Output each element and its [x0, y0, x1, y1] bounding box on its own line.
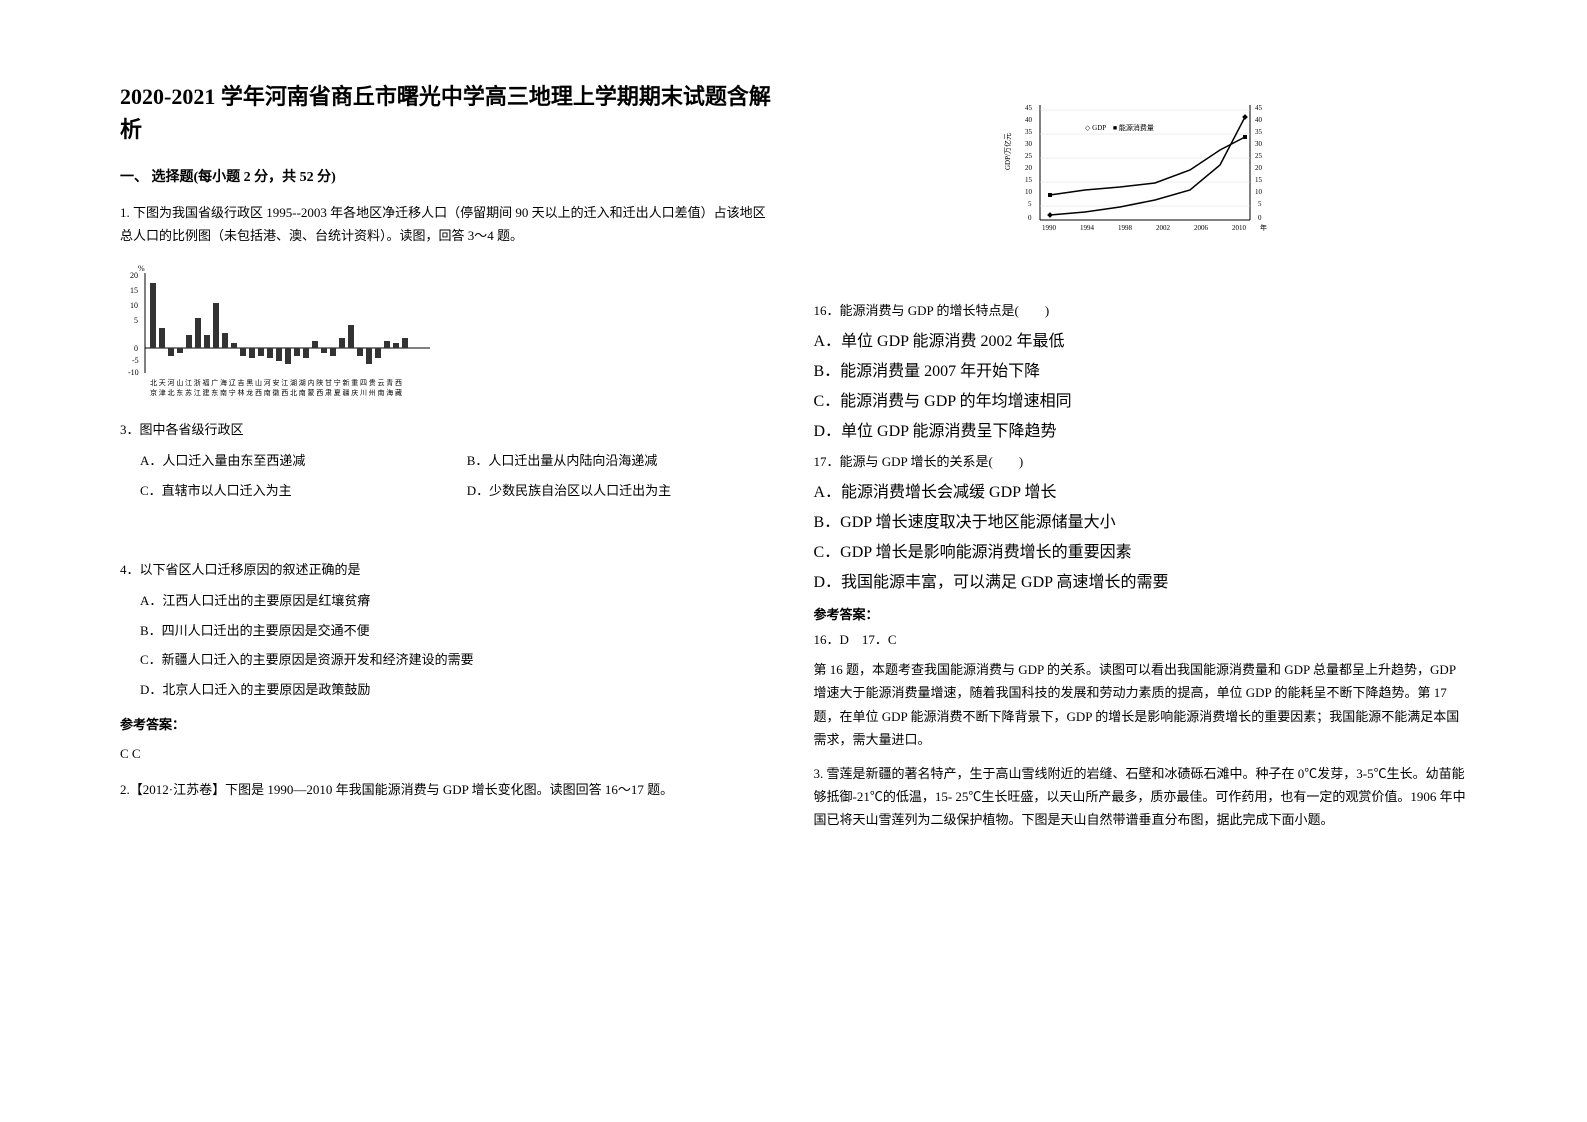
- svg-text:40: 40: [1255, 116, 1263, 124]
- svg-text:45: 45: [1255, 104, 1263, 112]
- answer-label-2: 参考答案：: [814, 604, 1468, 623]
- svg-text:25: 25: [1025, 152, 1033, 160]
- sub-question-3: 3．图中各省级行政区: [120, 418, 774, 441]
- svg-text:年: 年: [1260, 223, 1267, 232]
- option-4c: C．新疆人口迁入的主要原因是资源开发和经济建设的需要: [120, 648, 774, 671]
- svg-text:◇ GDP ■ 能源消费量: ◇ GDP ■ 能源消费量: [1085, 123, 1154, 132]
- option-16d: D．单位 GDP 能源消费呈下降趋势: [814, 417, 1468, 441]
- svg-text:-5: -5: [132, 356, 139, 365]
- svg-text:15: 15: [130, 286, 138, 295]
- section-header: 一、 选择题(每小题 2 分，共 52 分): [120, 166, 774, 186]
- svg-text:1994: 1994: [1080, 224, 1095, 232]
- svg-text:30: 30: [1025, 140, 1033, 148]
- svg-text:0: 0: [1028, 214, 1032, 222]
- option-17b: B．GDP 增长速度取决于地区能源储量大小: [814, 508, 1468, 532]
- svg-text:0: 0: [1258, 214, 1262, 222]
- option-3a: A．人口迁入量由东至西递减: [120, 449, 447, 472]
- option-4b: B．四川人口迁出的主要原因是交通不便: [120, 619, 774, 642]
- svg-text:20: 20: [1025, 164, 1033, 172]
- sub-question-17: 17．能源与 GDP 增长的关系是( ): [814, 451, 1468, 470]
- answer-label-1: 参考答案：: [120, 713, 774, 736]
- options-row-3-2: C．直辖市以人口迁入为主 D．少数民族自治区以人口迁出为主: [120, 479, 774, 502]
- question-2-intro: 2.【2012·江苏卷】下图是 1990—2010 年我国能源消费与 GDP 增…: [120, 778, 774, 801]
- question-2-text: 2.【2012·江苏卷】下图是 1990—2010 年我国能源消费与 GDP 增…: [120, 778, 774, 801]
- chart-1-migration: 20 15 10 5 0 -5 -10 %: [120, 263, 774, 403]
- svg-text:25: 25: [1255, 152, 1263, 160]
- option-3c: C．直辖市以人口迁入为主: [120, 479, 447, 502]
- svg-text:京 津 北 东 苏 江 建 东 南 宁 林 龙 西 南 徽: 京 津 北 东 苏 江 建 东 南 宁 林 龙 西 南 徽 西 北 南 蒙 西 …: [150, 388, 402, 397]
- svg-text:35: 35: [1025, 128, 1033, 136]
- svg-text:10: 10: [1025, 188, 1033, 196]
- svg-text:-10: -10: [128, 368, 139, 377]
- option-4a: A．江西人口迁出的主要原因是红壤贫瘠: [120, 589, 774, 612]
- svg-text:45: 45: [1025, 104, 1033, 112]
- svg-text:0: 0: [134, 344, 138, 353]
- svg-text:1998: 1998: [1118, 224, 1133, 232]
- sub-question-16: 16．能源消费与 GDP 的增长特点是( ): [814, 300, 1468, 319]
- option-16b: B．能源消费量 2007 年开始下降: [814, 357, 1468, 381]
- left-column: 2020-2021 学年河南省商丘市曙光中学高三地理上学期期末试题含解析 一、 …: [100, 80, 794, 1042]
- svg-text:40: 40: [1025, 116, 1033, 124]
- svg-text:10: 10: [1255, 188, 1263, 196]
- option-4d: D．北京人口迁入的主要原因是政策鼓励: [120, 678, 774, 701]
- question-3: 3. 雪莲是新疆的著名特产，生于高山雪线附近的岩缝、石壁和冰碛砾石滩中。种子在 …: [814, 762, 1468, 832]
- answer-1: C C: [120, 742, 774, 765]
- question-1: 1. 下图为我国省级行政区 1995--2003 年各地区净迁移人口（停留期间 …: [120, 201, 774, 766]
- explanation-2: 第 16 题，本题考查我国能源消费与 GDP 的关系。读图可以看出我国能源消费量…: [814, 658, 1468, 752]
- svg-text:35: 35: [1255, 128, 1263, 136]
- option-16c: C．能源消费与 GDP 的年均增速相同: [814, 387, 1468, 411]
- svg-text:20: 20: [1255, 164, 1263, 172]
- sub-question-4: 4．以下省区人口迁移原因的叙述正确的是: [120, 558, 774, 581]
- option-17a: A．能源消费增长会减缓 GDP 增长: [814, 478, 1468, 502]
- svg-text:2006: 2006: [1194, 224, 1209, 232]
- svg-text:30: 30: [1255, 140, 1263, 148]
- chart-2-energy-gdp: 45 40 35 30 25 20 15 10 5 0 45 40 35 30 …: [814, 95, 1468, 245]
- option-3b: B．人口迁出量从内陆向沿海递减: [447, 449, 774, 472]
- svg-text:2002: 2002: [1156, 224, 1171, 232]
- svg-text:5: 5: [1258, 200, 1262, 208]
- svg-text:10: 10: [130, 301, 138, 310]
- svg-text:20: 20: [130, 271, 138, 280]
- document-title: 2020-2021 学年河南省商丘市曙光中学高三地理上学期期末试题含解析: [120, 80, 774, 146]
- svg-text:GDP/万亿元: GDP/万亿元: [1003, 133, 1012, 170]
- svg-text:15: 15: [1255, 176, 1263, 184]
- option-17d: D．我国能源丰富，可以满足 GDP 高速增长的需要: [814, 568, 1468, 592]
- option-3d: D．少数民族自治区以人口迁出为主: [447, 479, 774, 502]
- answer-2: 16．D 17．C: [814, 629, 1468, 648]
- svg-text:北 天 河 山 江 浙 福 广 海 辽 吉 黑 山 河 安: 北 天 河 山 江 浙 福 广 海 辽 吉 黑 山 河 安 江 湖 湖 内 陕 …: [150, 378, 402, 387]
- option-16a: A．单位 GDP 能源消费 2002 年最低: [814, 327, 1468, 351]
- svg-text:5: 5: [134, 316, 138, 325]
- right-column: 45 40 35 30 25 20 15 10 5 0 45 40 35 30 …: [794, 80, 1488, 1042]
- svg-text:15: 15: [1025, 176, 1033, 184]
- svg-text:%: %: [138, 264, 145, 273]
- option-17c: C．GDP 增长是影响能源消费增长的重要因素: [814, 538, 1468, 562]
- question-1-text: 1. 下图为我国省级行政区 1995--2003 年各地区净迁移人口（停留期间 …: [120, 201, 774, 248]
- svg-text:5: 5: [1028, 200, 1032, 208]
- question-3-text: 3. 雪莲是新疆的著名特产，生于高山雪线附近的岩缝、石壁和冰碛砾石滩中。种子在 …: [814, 762, 1468, 832]
- options-row-3-1: A．人口迁入量由东至西递减 B．人口迁出量从内陆向沿海递减: [120, 449, 774, 472]
- svg-text:2010: 2010: [1232, 224, 1247, 232]
- svg-text:1990: 1990: [1042, 224, 1057, 232]
